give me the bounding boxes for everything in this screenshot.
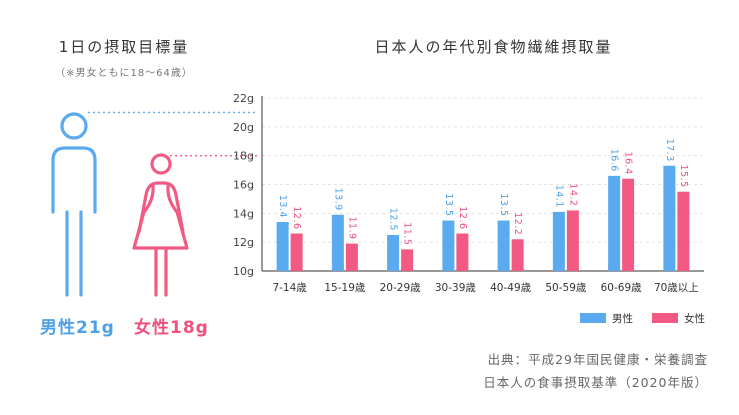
bar-female [511,239,524,271]
female-target-label: 女性18g [134,318,209,338]
bar-male [497,220,510,271]
bar-value-label: 14.1 [553,185,564,208]
bar-male [442,220,455,271]
x-tick-label: 15-19歳 [324,282,366,294]
bar-value-label: 12.2 [512,212,523,235]
bar-female [566,210,579,271]
target-intake-title: 1日の摂取目標量 [58,38,190,56]
bar-value-label: 13.9 [332,188,343,211]
bar-female [290,233,303,271]
bar-value-label: 16.4 [623,152,634,175]
female-figure-icon [132,153,189,297]
legend-swatch-male [580,313,606,323]
y-tick-label: 10g [233,265,254,278]
source-line-1: 出典：平成29年国民健康・栄養調査 [487,352,708,367]
bar-value-label: 12.5 [388,208,399,231]
y-tick-label: 22g [233,92,254,105]
legend-swatch-female [652,313,678,323]
bar-female [401,249,414,271]
bar-male [552,211,565,271]
bar-value-label: 13.5 [498,193,509,216]
bar-female [456,233,469,271]
target-intake-subtitle: （※男女ともに18〜64歳） [55,68,193,79]
bar-female [345,243,358,271]
x-tick-label: 60-69歳 [601,282,643,294]
y-tick-label: 20g [233,121,254,134]
x-tick-label: 20-29歳 [380,282,422,294]
y-tick-label: 16g [233,179,254,192]
legend-label-male: 男性 [612,312,633,325]
chart-title: 日本人の年代別食物繊維摂取量 [374,38,613,56]
bar-male [331,214,344,271]
bar-male [608,175,621,271]
y-tick-label: 18g [233,150,254,163]
bar-value-label: 13.5 [443,193,454,216]
source-line-2: 日本人の食事摂取基準（2020年版） [483,375,708,390]
bar-value-label: 14.2 [567,183,578,206]
x-tick-label: 7-14歳 [272,282,307,294]
x-tick-label: 30-39歳 [435,282,477,294]
male-figure-icon [51,112,97,297]
bar-value-label: 12.6 [457,206,468,229]
bar-value-label: 15.5 [678,165,689,188]
bar-value-label: 12.6 [291,206,302,229]
y-tick-label: 14g [233,207,254,220]
y-tick-label: 12g [233,236,254,249]
legend-label-female: 女性 [684,312,705,325]
x-tick-label: 40-49歳 [490,282,532,294]
bar-male [276,221,289,271]
male-target-label: 男性21g [40,318,115,338]
bar-value-label: 11.5 [402,222,413,245]
x-tick-label: 70歳以上 [654,282,699,294]
bar-female [622,178,635,271]
bar-value-label: 16.6 [609,149,620,172]
bar-value-label: 11.9 [346,216,357,239]
bar-male [663,165,676,271]
bar-value-label: 17.3 [664,139,675,162]
bar-female [677,191,690,271]
bar-male [387,234,400,271]
bar-value-label: 13.4 [277,195,288,218]
x-tick-label: 50-59歳 [545,282,587,294]
